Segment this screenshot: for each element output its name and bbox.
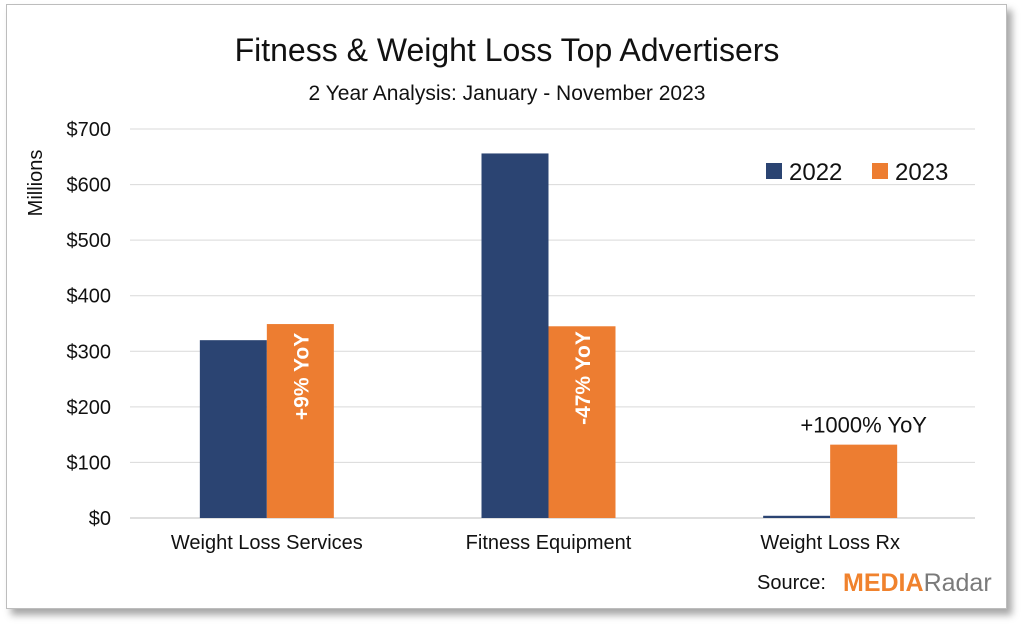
bar-2023 <box>266 324 334 518</box>
legend-label-2022: 2022 <box>789 159 842 186</box>
x-category-label: Fitness Equipment <box>466 532 632 554</box>
legend: 2022 2023 <box>766 159 948 186</box>
y-tick-label: $200 <box>67 397 112 419</box>
bar-2023 <box>830 444 898 518</box>
bar-2022 <box>481 153 549 519</box>
source-credit: Source: MEDIARadar <box>757 569 992 597</box>
chart-title: Fitness & Weight Loss Top Advertisers <box>235 32 780 68</box>
y-tick-label: $300 <box>67 341 112 363</box>
y-axis-label: Millions <box>25 150 47 217</box>
x-axis-categories: Weight Loss Services Fitness Equipment Wei… <box>171 532 900 554</box>
data-label: +1000% YoY <box>800 413 927 438</box>
brand-radar: Radar <box>924 569 992 597</box>
data-label: -47% YoY <box>572 331 595 425</box>
bar-annotations: +9% YoY -47% YoY +1000% YoY <box>290 331 927 437</box>
y-tick-label: $600 <box>67 175 112 197</box>
y-tick-label: $100 <box>67 452 112 474</box>
y-tick-label: $400 <box>67 286 112 308</box>
mediaradar-logo: MEDIARadar <box>843 569 992 597</box>
brand-media: MEDIA <box>843 569 924 597</box>
bar-2022 <box>763 515 831 518</box>
source-label: Source: <box>757 572 826 594</box>
y-axis-ticks: $0 $100 $200 $300 $400 $500 $600 $700 <box>67 119 112 530</box>
bar-2023 <box>548 326 616 518</box>
legend-swatch-2022 <box>766 163 782 179</box>
chart-subtitle: 2 Year Analysis: January - November 2023 <box>309 82 706 105</box>
y-tick-label: $500 <box>67 230 112 252</box>
legend-swatch-2023 <box>872 163 888 179</box>
y-tick-label: $700 <box>67 119 112 141</box>
y-tick-label: $0 <box>89 508 111 530</box>
legend-label-2023: 2023 <box>895 159 948 186</box>
x-category-label: Weight Loss Rx <box>760 532 900 554</box>
bar-series <box>199 153 898 519</box>
bar-2022 <box>199 340 267 518</box>
data-label: +9% YoY <box>290 333 313 420</box>
x-category-label: Weight Loss Services <box>171 532 363 554</box>
